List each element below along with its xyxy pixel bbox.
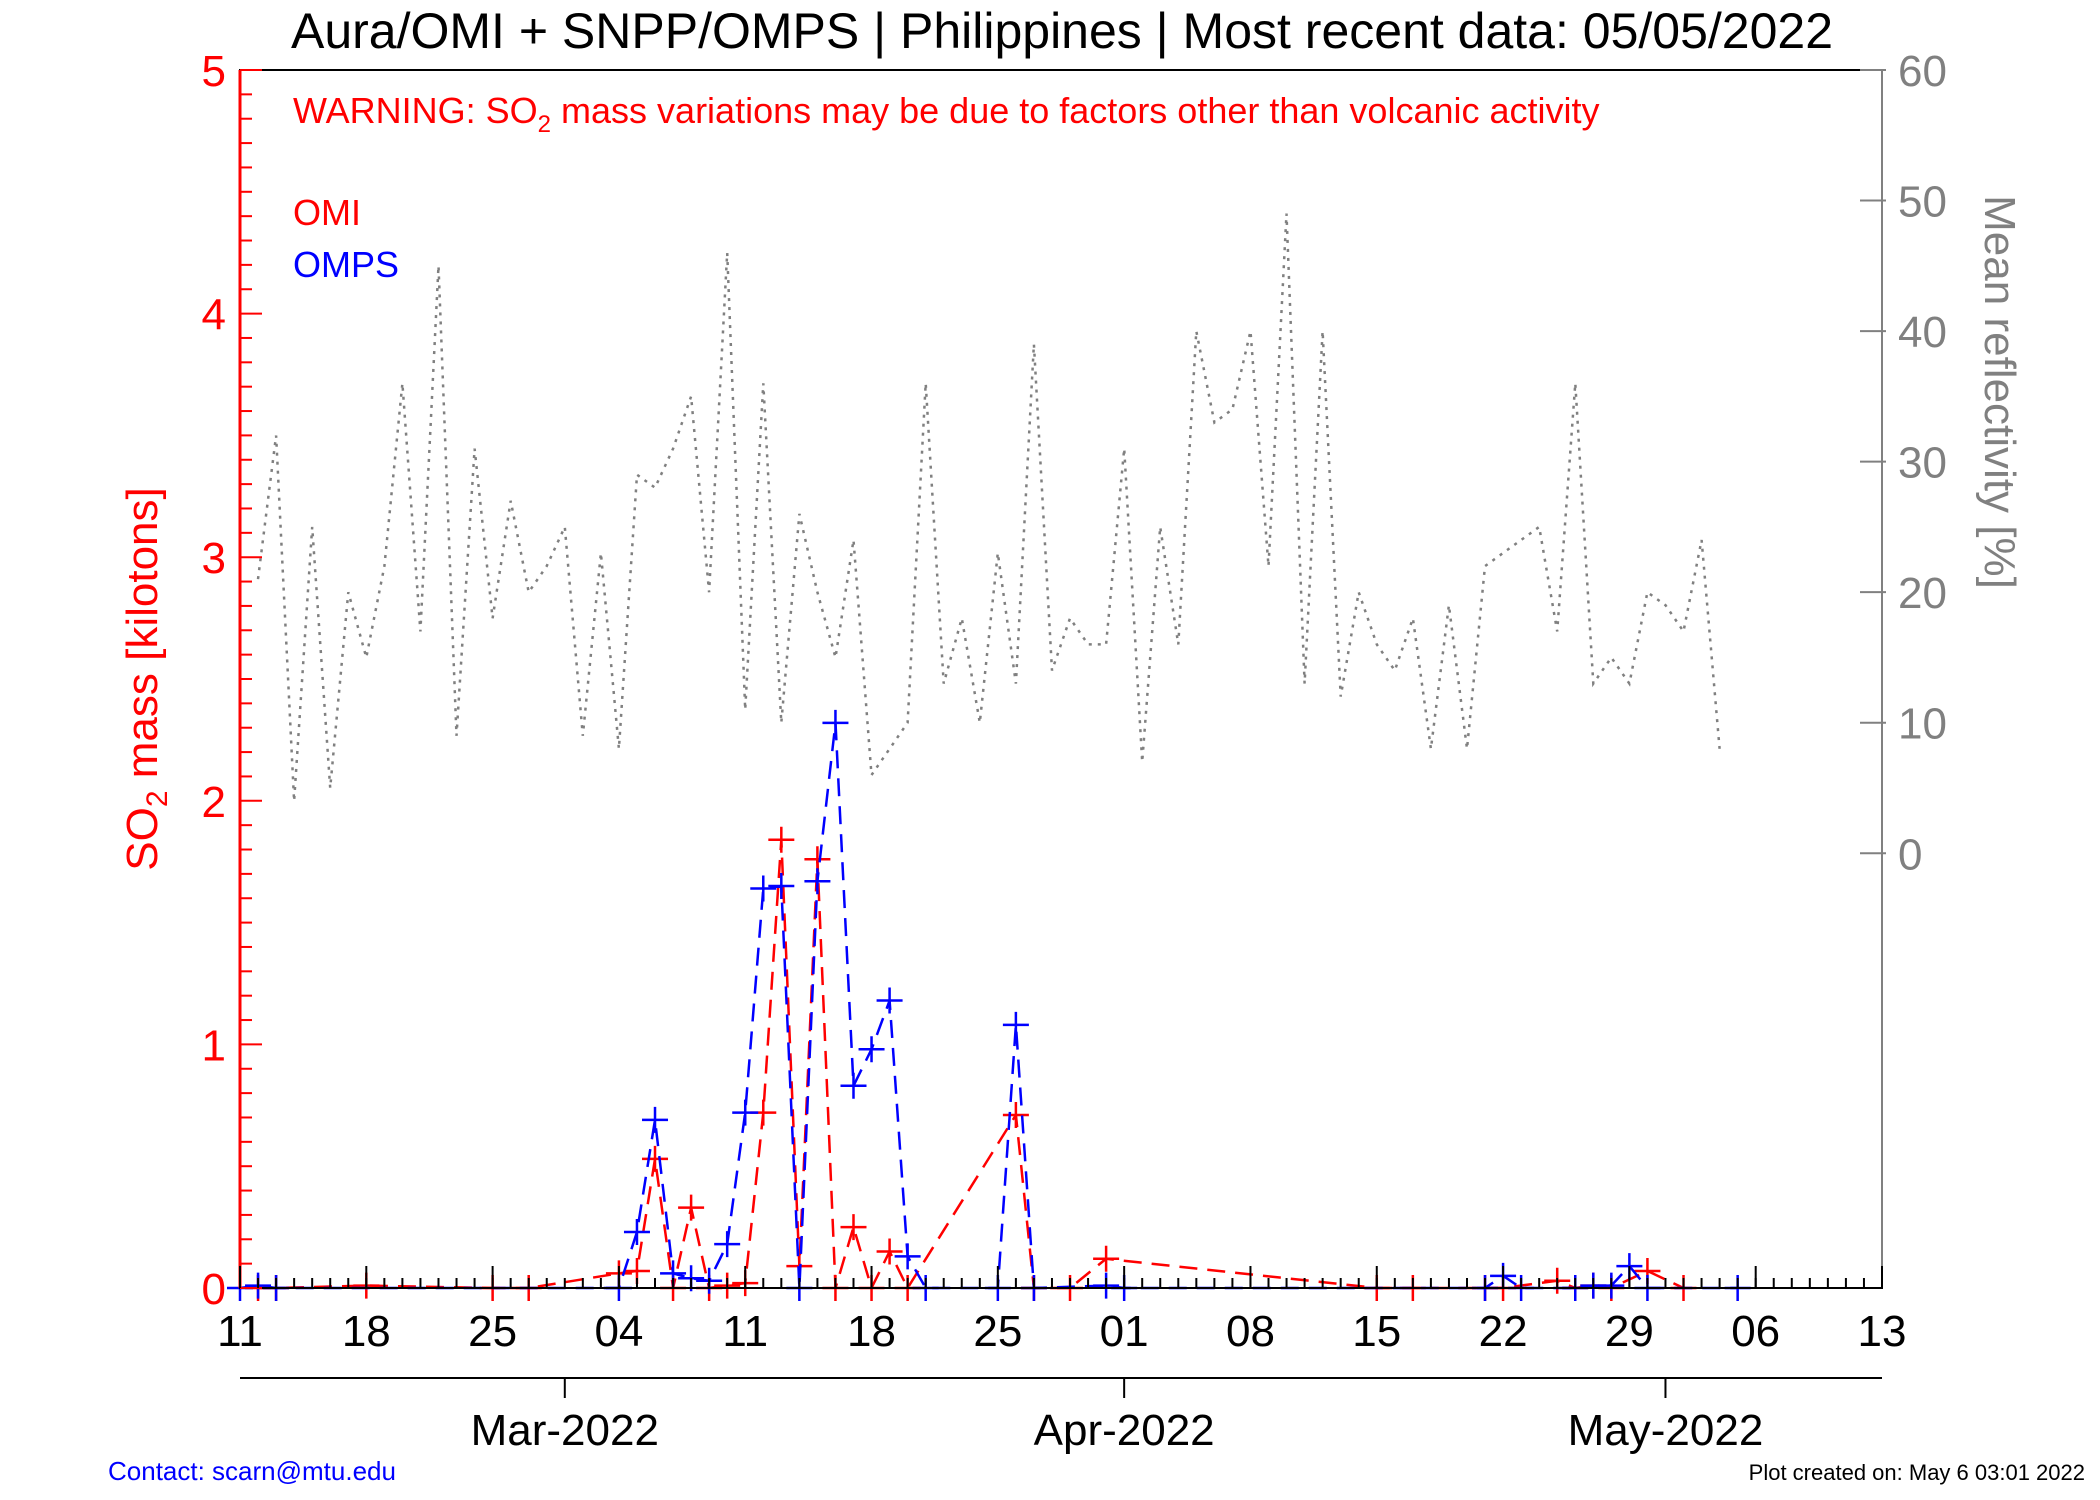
right-axis: 0 10 20 30 40 50 60 bbox=[1860, 47, 1947, 879]
data-point-omps bbox=[876, 987, 903, 1014]
left-axis: 0 1 2 3 4 5 bbox=[202, 47, 262, 1314]
x-tick-label: 18 bbox=[342, 1307, 391, 1356]
data-point-omps bbox=[768, 873, 795, 900]
series-line-mean-reflectivity bbox=[256, 213, 1721, 802]
left-tick-label: 0 bbox=[202, 1265, 226, 1314]
data-point-omps bbox=[1002, 1011, 1029, 1038]
data-point-omps bbox=[822, 709, 849, 736]
x-tick-label: 13 bbox=[1858, 1307, 1907, 1356]
x-tick-label: 25 bbox=[973, 1307, 1022, 1356]
warning-text: WARNING: SO2 mass variations may be due … bbox=[293, 90, 1600, 138]
data-point-omps bbox=[732, 1099, 759, 1126]
data-point-omps bbox=[623, 1218, 650, 1245]
data-point-omps bbox=[642, 1106, 669, 1133]
left-tick-label: 1 bbox=[202, 1021, 226, 1070]
right-tick-label: 50 bbox=[1898, 178, 1947, 227]
right-tick-label: 60 bbox=[1898, 47, 1947, 96]
x-tick-label: 22 bbox=[1479, 1307, 1528, 1356]
right-axis-title: Mean reflectivity [%] bbox=[1975, 195, 2024, 589]
data-point-omps bbox=[840, 1072, 867, 1099]
data-point-omi bbox=[876, 1238, 903, 1265]
data-point-omps bbox=[750, 875, 777, 902]
x-axis: 11 18 25 04 11 18 25 01 08 15 22 29 06 13 bbox=[217, 1266, 1906, 1356]
data-point-omps bbox=[714, 1231, 741, 1258]
data-point-omps bbox=[858, 1036, 885, 1063]
x-tick-label: 11 bbox=[722, 1307, 768, 1356]
x-tick-label: 18 bbox=[847, 1307, 896, 1356]
x-tick-label: 04 bbox=[594, 1307, 643, 1356]
left-axis-title: SO2 mass [kilotons] bbox=[118, 487, 174, 870]
x-tick-label: 25 bbox=[468, 1307, 517, 1356]
month-label: Apr-2022 bbox=[1034, 1406, 1215, 1455]
data-point-omi bbox=[1093, 1245, 1120, 1272]
legend-omi: OMI bbox=[293, 192, 361, 233]
x-tick-label: 08 bbox=[1226, 1307, 1275, 1356]
left-tick-label: 4 bbox=[202, 291, 226, 340]
x-tick-label: 01 bbox=[1100, 1307, 1149, 1356]
data-point-omi bbox=[768, 826, 795, 853]
month-axis: Mar-2022 Apr-2022 May-2022 bbox=[471, 1378, 1764, 1455]
right-tick-label: 30 bbox=[1898, 439, 1947, 488]
month-label: Mar-2022 bbox=[471, 1406, 659, 1455]
right-tick-label: 20 bbox=[1898, 569, 1947, 618]
x-tick-label: 06 bbox=[1731, 1307, 1780, 1356]
month-label: May-2022 bbox=[1568, 1406, 1764, 1455]
data-point-omi bbox=[678, 1194, 705, 1221]
data-point-omi bbox=[804, 846, 831, 873]
data-point-omps bbox=[804, 868, 831, 895]
right-tick-label: 0 bbox=[1898, 830, 1922, 879]
left-tick-label: 2 bbox=[202, 778, 226, 827]
data-point-omi bbox=[840, 1214, 867, 1241]
plot-frame bbox=[239, 69, 1883, 1289]
x-tick-label: 29 bbox=[1605, 1307, 1654, 1356]
right-tick-label: 40 bbox=[1898, 308, 1947, 357]
data-point-omi bbox=[642, 1145, 669, 1172]
contact-link[interactable]: Contact: scarn@mtu.edu bbox=[108, 1456, 396, 1486]
series-layer bbox=[227, 213, 1751, 1301]
left-tick-label: 3 bbox=[202, 534, 226, 583]
series-line-omps bbox=[239, 722, 1738, 1290]
x-tick-label: 15 bbox=[1352, 1307, 1401, 1356]
series-line-omi bbox=[258, 839, 1685, 1292]
x-tick-label: 11 bbox=[217, 1307, 263, 1356]
right-tick-label: 10 bbox=[1898, 700, 1947, 749]
left-tick-label: 5 bbox=[202, 47, 226, 96]
chart-title: Aura/OMI + SNPP/OMPS | Philippines | Mos… bbox=[291, 3, 1833, 59]
data-point-omps bbox=[894, 1243, 921, 1270]
plot-created-text: Plot created on: May 6 03:01 2022 bbox=[1749, 1460, 2085, 1485]
legend-omps: OMPS bbox=[293, 244, 399, 285]
data-point-omi bbox=[1002, 1102, 1029, 1129]
